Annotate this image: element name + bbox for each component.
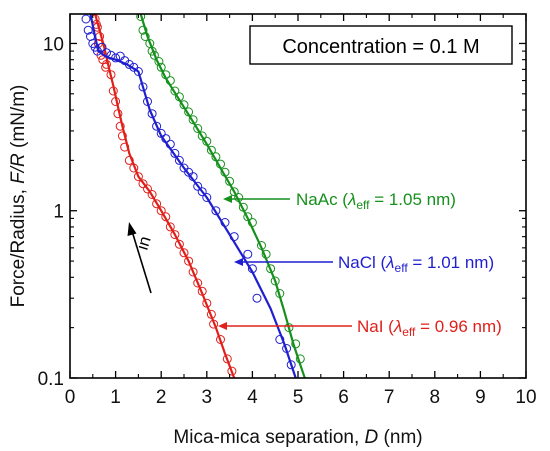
x-tick-label: 0 [65,387,76,408]
series-layer [81,14,306,378]
x-tick-label: 7 [384,387,395,408]
nacl-data-point [211,206,221,216]
nacl-data-point [133,67,143,76]
nacl-fit-line [89,14,297,378]
nai-data-point [184,256,194,266]
x-axis-title: Mica-mica separation, D (nm) [173,427,422,448]
nai-data-point [143,184,152,194]
legend-box-frame [249,25,513,65]
nacl-data-point [193,181,203,191]
nai-data-point [222,354,232,364]
annotation-nacl: NaCl (λeff = 1.01 nm) [234,253,494,275]
nacl-data-point [115,51,125,61]
nai-data-point [115,121,125,131]
direction-indicator: in [127,222,155,294]
nai-data-point [156,206,166,216]
nacl-data-point [170,148,180,158]
nai-fit-line [94,14,236,378]
direction-arrow-head [127,222,137,236]
x-tick-label: 1 [110,387,121,408]
nai-data-point [179,248,189,258]
nai-data-point [152,199,162,209]
nai-data-point [165,222,175,232]
naac-data-point [229,187,239,197]
nacl-data-point [275,335,285,344]
naac-label: NaAc (λeff = 1.05 nm) [296,190,456,212]
nai-data-point [174,239,184,249]
nai-data-point [138,179,148,189]
x-tick-label: 5 [293,387,304,408]
series-nai [90,14,237,378]
direction-arrow-shaft [131,230,152,294]
x-tick-label: 4 [247,387,258,408]
nacl-data-point [252,293,262,303]
y-tick-label: 1 [53,202,64,223]
nai-pointer-head [218,322,227,330]
series-naac [136,14,306,378]
nacl-pointer-head [234,258,243,266]
naac-data-point [193,124,203,133]
nacl-data-point [243,249,253,259]
nai-data-point [147,190,157,199]
naac-fit-line [139,14,306,378]
nai-data-point [133,172,143,182]
nacl-data-point [174,155,184,165]
nacl-data-point [197,187,207,197]
y-tick-label: 10 [43,34,64,55]
axis-ticks: 0 1 2 3 4 5 6 7 8 9 10 0.1 1 10 [38,14,537,408]
y-axis-title: Force/Radius, F/R (mN/m) [8,85,29,308]
nacl-data-point [83,25,93,35]
legend-box: Concentration = 0.1 M [249,25,513,65]
naac-data-point [270,276,280,286]
nai-data-point [227,366,237,376]
x-tick-label: 8 [430,387,441,408]
nacl-data-point [81,14,91,24]
x-tick-label: 3 [202,387,213,408]
naac-data-point [136,14,146,21]
x-tick-label: 9 [475,387,486,408]
x-tick-label: 2 [156,387,167,408]
legend-box-text: Concentration = 0.1 M [282,36,479,58]
annotation-nai: NaI (λeff = 0.96 nm) [218,317,502,339]
naac-data-point [170,86,180,96]
nacl-data-point [202,193,212,202]
nai-label: NaI (λeff = 0.96 nm) [357,317,502,339]
x-tick-label: 6 [338,387,349,408]
naac-data-point [197,131,207,141]
direction-label: in [133,234,155,252]
series-nacl [81,14,297,378]
nai-data-point [193,278,203,288]
annotation-naac: NaAc (λeff = 1.05 nm) [223,190,456,212]
y-tick-label: 0.1 [38,369,64,390]
x-tick-label: 10 [515,387,536,408]
nacl-data-point [286,360,296,370]
nai-data-point [170,230,180,240]
naac-pointer-head [223,195,232,203]
naac-data-point [138,25,148,35]
nai-data-point [117,131,127,141]
nacl-label: NaCl (λeff = 1.01 nm) [338,253,494,275]
nai-data-point [188,267,198,277]
nacl-data-point [152,121,162,131]
